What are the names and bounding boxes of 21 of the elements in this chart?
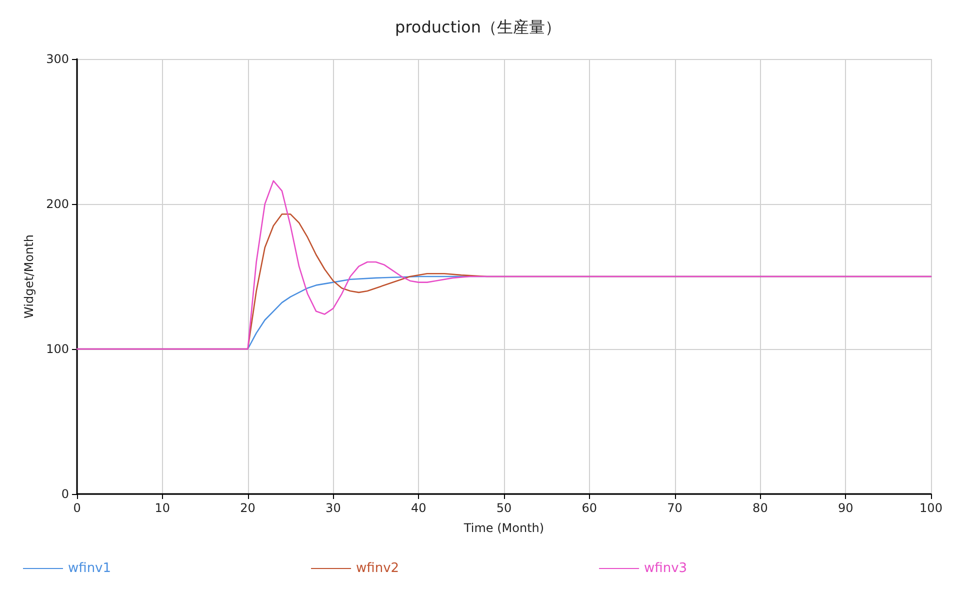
- x-tick-label: 80: [752, 501, 768, 515]
- x-tick-label: 20: [240, 501, 256, 515]
- y-tick-label: 300: [46, 52, 69, 66]
- x-tick-label: 60: [582, 501, 598, 515]
- x-tick-label: 30: [326, 501, 341, 515]
- x-axis-title: Time (Month): [462, 521, 544, 535]
- legend-label: wfinv1: [68, 561, 112, 576]
- chart-title: production（生産量）: [395, 18, 561, 36]
- x-tick-label: 70: [667, 501, 682, 515]
- x-tick-label: 0: [73, 501, 81, 515]
- x-tick-label: 40: [410, 501, 426, 515]
- y-tick-label: 200: [46, 197, 69, 211]
- legend-label: wfinv2: [356, 561, 400, 576]
- x-tick-label: 50: [496, 501, 512, 515]
- y-tick-label: 0: [61, 487, 69, 501]
- x-tick-label: 100: [920, 501, 942, 515]
- x-tick-label: 10: [154, 501, 170, 515]
- legend-label: wfinv3: [644, 561, 688, 576]
- x-tick-label: 90: [838, 501, 854, 515]
- y-tick-label: 100: [46, 342, 69, 356]
- y-axis-title: Widget/Month: [22, 234, 36, 318]
